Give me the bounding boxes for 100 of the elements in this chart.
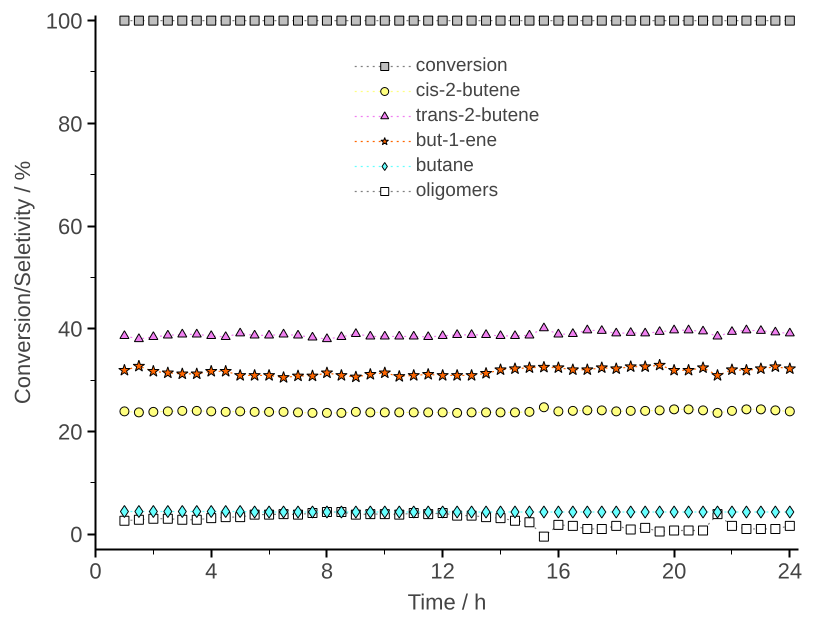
point — [134, 407, 144, 418]
x-tick-label: 8 — [320, 558, 334, 584]
point — [452, 329, 462, 338]
point — [726, 406, 737, 416]
point — [626, 524, 636, 534]
point — [220, 331, 231, 340]
point — [754, 362, 768, 374]
point — [770, 506, 780, 519]
point — [668, 364, 680, 376]
point — [524, 16, 534, 26]
point — [192, 505, 202, 518]
point — [134, 505, 144, 518]
point — [698, 526, 708, 536]
point — [148, 505, 158, 518]
point — [669, 526, 680, 536]
point — [408, 368, 420, 381]
point — [770, 524, 780, 534]
point — [712, 506, 722, 519]
point — [119, 516, 130, 526]
point — [394, 407, 404, 418]
y-tick-label: 40 — [58, 316, 83, 342]
point — [162, 406, 173, 416]
point — [438, 16, 448, 26]
point — [234, 368, 246, 381]
point — [785, 506, 794, 519]
point — [538, 360, 550, 373]
point — [380, 330, 390, 340]
point — [192, 328, 202, 338]
x-tick-label: 0 — [89, 558, 102, 584]
point — [740, 364, 753, 376]
point — [756, 16, 766, 26]
point — [248, 368, 261, 381]
point — [307, 332, 318, 341]
point — [365, 330, 376, 340]
point — [756, 524, 766, 534]
point — [698, 326, 708, 334]
point — [784, 362, 796, 374]
point — [553, 328, 564, 338]
point — [756, 404, 766, 414]
point — [769, 360, 782, 372]
point — [669, 324, 680, 334]
point — [177, 328, 188, 338]
y-tick-label: 0 — [70, 522, 83, 548]
point — [409, 506, 418, 519]
point — [235, 406, 246, 416]
point — [452, 506, 462, 519]
point — [422, 368, 434, 380]
point — [118, 364, 131, 376]
point — [436, 368, 449, 381]
point — [264, 330, 274, 338]
point — [307, 408, 318, 418]
point — [654, 16, 665, 26]
point — [264, 406, 274, 417]
point — [741, 524, 752, 534]
point — [711, 368, 724, 381]
point — [655, 506, 664, 519]
point — [293, 330, 304, 338]
point — [510, 516, 520, 526]
point — [467, 506, 476, 519]
point — [206, 330, 216, 339]
point — [581, 363, 594, 376]
point — [365, 407, 376, 418]
point — [566, 363, 580, 376]
point — [322, 333, 332, 342]
point — [784, 328, 795, 336]
point — [654, 526, 665, 537]
point — [221, 505, 230, 518]
point — [250, 506, 260, 519]
point — [364, 368, 377, 380]
point — [192, 16, 202, 26]
point — [496, 407, 506, 418]
point — [336, 408, 346, 418]
point — [119, 16, 130, 26]
point — [553, 16, 564, 26]
point — [597, 506, 606, 519]
point — [438, 407, 448, 418]
point — [698, 16, 708, 26]
point — [682, 364, 695, 376]
point — [582, 16, 592, 26]
point — [669, 16, 680, 26]
point — [582, 506, 592, 519]
point — [568, 16, 578, 26]
point — [726, 326, 737, 335]
y-axis-title: Conversion/Seletivity / % — [10, 160, 35, 404]
x-tick-label: 4 — [205, 558, 218, 584]
point — [654, 405, 665, 416]
point — [262, 368, 276, 381]
point — [351, 506, 360, 519]
point — [494, 363, 507, 376]
point — [277, 370, 290, 383]
point — [293, 407, 304, 418]
legend-label: but-1-ene — [416, 130, 498, 152]
point — [612, 506, 621, 519]
point — [380, 407, 390, 418]
point — [423, 407, 434, 418]
point — [176, 367, 188, 380]
point — [278, 328, 289, 338]
point — [148, 331, 158, 340]
point — [624, 360, 637, 372]
x-tick-label: 24 — [778, 558, 802, 584]
